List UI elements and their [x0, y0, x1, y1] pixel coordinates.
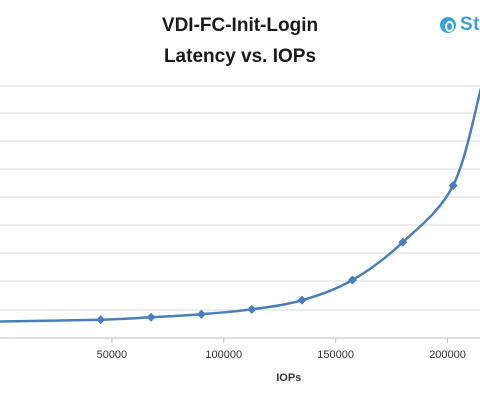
data-point-3 — [247, 304, 257, 314]
data-point-4 — [297, 295, 307, 305]
data-point-5 — [347, 275, 357, 285]
x-tick-label-0: 50000 — [97, 349, 128, 361]
series-line — [0, 87, 480, 323]
data-point-1 — [146, 312, 156, 322]
data-point-7 — [448, 181, 458, 190]
x-tick-label-2: 150000 — [317, 349, 354, 361]
data-point-0 — [96, 315, 106, 325]
x-tick-label-1: 100000 — [205, 349, 242, 361]
data-point-2 — [196, 309, 206, 319]
x-axis-label: IOPs — [276, 372, 301, 384]
x-tick-label-3: 200000 — [429, 349, 466, 361]
logo-text: St — [460, 14, 480, 35]
chart-title-line-1: VDI-FC-Init-Login — [161, 15, 319, 36]
data-point-6 — [398, 237, 408, 247]
chart-title-line-2: Latency vs. IOPs — [163, 46, 317, 67]
brand-logo[interactable]: St — [440, 13, 480, 37]
logo-icon — [440, 17, 456, 33]
